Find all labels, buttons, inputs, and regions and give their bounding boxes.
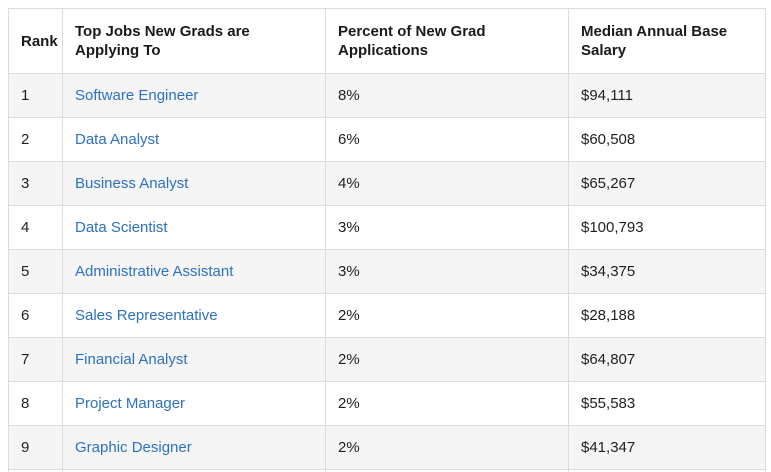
percent-cell: 6% [325,117,569,162]
salary-cell: $64,807 [568,337,766,382]
header-rank: Rank [8,8,63,74]
job-cell: Software Engineer [62,73,326,118]
table-row: 3 Business Analyst 4% $65,267 [8,161,766,206]
salary-cell: $100,793 [568,205,766,250]
job-cell: Project Manager [62,381,326,426]
job-link[interactable]: Data Analyst [75,131,160,148]
table-row: 2 Data Analyst 6% $60,508 [8,117,766,162]
rank-cell: 1 [8,73,63,118]
percent-cell: 2% [325,381,569,426]
table-row: 1 Software Engineer 8% $94,111 [8,73,766,118]
rank-cell: 9 [8,425,63,470]
table-body: 1 Software Engineer 8% $94,111 2 Data An… [8,73,766,472]
job-link[interactable]: Business Analyst [75,175,189,192]
job-cell: Business Analyst [62,161,326,206]
header-salary: Median Annual Base Salary [568,8,766,74]
table-row: 9 Graphic Designer 2% $41,347 [8,425,766,470]
salary-cell: $55,583 [568,381,766,426]
rank-cell: 5 [8,249,63,294]
job-link[interactable]: Administrative Assistant [75,263,234,280]
job-cell: Data Analyst [62,117,326,162]
job-link[interactable]: Software Engineer [75,87,199,104]
rank-cell: 7 [8,337,63,382]
table-row: 5 Administrative Assistant 3% $34,375 [8,249,766,294]
table-row: 8 Project Manager 2% $55,583 [8,381,766,426]
table-row: 10 Software Developer 2% $70,000 [8,469,766,472]
header-job: Top Jobs New Grads are Applying To [62,8,326,74]
job-cell: Financial Analyst [62,337,326,382]
job-link[interactable]: Data Scientist [75,219,168,236]
job-link[interactable]: Project Manager [75,395,186,412]
job-cell: Administrative Assistant [62,249,326,294]
percent-cell: 2% [325,293,569,338]
percent-cell: 2% [325,337,569,382]
rank-cell: 3 [8,161,63,206]
rank-cell: 4 [8,205,63,250]
job-cell: Graphic Designer [62,425,326,470]
rank-cell: 8 [8,381,63,426]
job-cell: Data Scientist [62,205,326,250]
salary-cell: $41,347 [568,425,766,470]
percent-cell: 3% [325,249,569,294]
table-row: 4 Data Scientist 3% $100,793 [8,205,766,250]
salary-cell: $34,375 [568,249,766,294]
table-row: 7 Financial Analyst 2% $64,807 [8,337,766,382]
salary-cell: $60,508 [568,117,766,162]
job-link[interactable]: Financial Analyst [75,351,188,368]
table-row: 6 Sales Representative 2% $28,188 [8,293,766,338]
rank-cell: 6 [8,293,63,338]
table-header: Rank Top Jobs New Grads are Applying To … [8,8,766,74]
header-percent: Percent of New Grad Applications [325,8,569,74]
top-jobs-table: Rank Top Jobs New Grads are Applying To … [8,8,766,472]
salary-cell: $28,188 [568,293,766,338]
percent-cell: 2% [325,425,569,470]
job-cell: Sales Representative [62,293,326,338]
header-row: Rank Top Jobs New Grads are Applying To … [8,8,766,74]
percent-cell: 8% [325,73,569,118]
salary-cell: $70,000 [568,469,766,472]
rank-cell: 2 [8,117,63,162]
percent-cell: 3% [325,205,569,250]
salary-cell: $65,267 [568,161,766,206]
percent-cell: 4% [325,161,569,206]
salary-cell: $94,111 [568,73,766,118]
job-link[interactable]: Graphic Designer [75,439,192,456]
job-link[interactable]: Sales Representative [75,307,218,324]
